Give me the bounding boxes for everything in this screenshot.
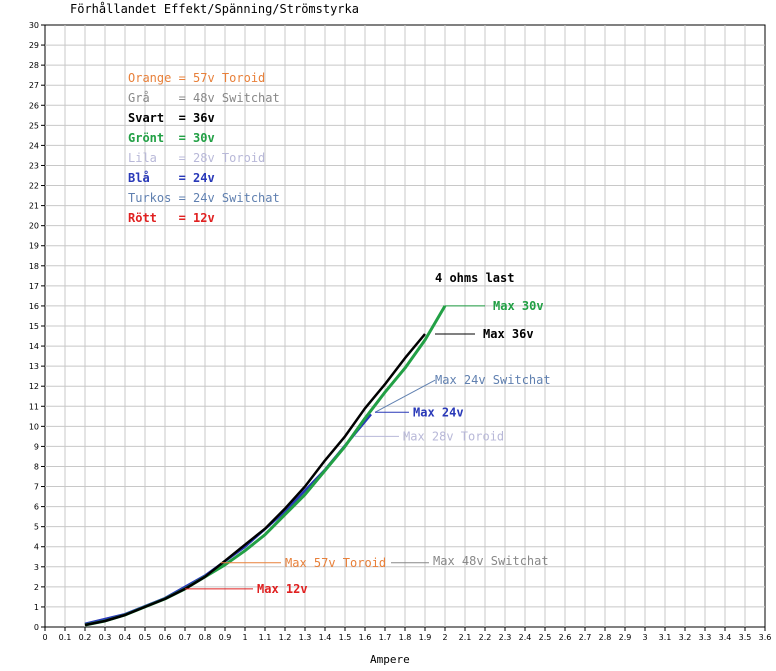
x-tick-label: 3.1 (659, 633, 672, 642)
y-tick-label: 20 (29, 222, 39, 231)
legend-entry: Grönt = 30v (128, 131, 215, 145)
x-tick-label: 2.8 (599, 633, 612, 642)
x-tick-label: 1.9 (419, 633, 432, 642)
y-tick-label: 16 (29, 302, 39, 311)
y-tick-label: 25 (29, 121, 39, 130)
x-tick-label: 3 (642, 633, 647, 642)
x-tick-label: 0.9 (219, 633, 232, 642)
y-tick-label: 0 (34, 623, 39, 632)
y-tick-label: 10 (29, 422, 39, 431)
y-tick-label: 5 (34, 523, 39, 532)
x-tick-label: 3.5 (739, 633, 752, 642)
legend-entry: Lila = 28v Toroid (128, 151, 265, 165)
x-tick-label: 2.5 (539, 633, 552, 642)
x-tick-label: 0.7 (179, 633, 192, 642)
annotation-label: Max 28v Toroid (403, 429, 504, 443)
x-tick-label: 1.7 (379, 633, 392, 642)
y-tick-label: 30 (29, 21, 39, 30)
y-tick-label: 2 (34, 583, 39, 592)
x-tick-label: 3.2 (679, 633, 692, 642)
x-tick-label: 3.3 (699, 633, 712, 642)
y-tick-label: 4 (34, 543, 39, 552)
x-tick-label: 2.7 (579, 633, 592, 642)
x-tick-label: 1.1 (259, 633, 272, 642)
y-tick-label: 8 (34, 462, 39, 471)
y-tick-label: 9 (34, 442, 39, 451)
x-tick-label: 0 (42, 633, 47, 642)
x-tick-label: 1.4 (319, 633, 332, 642)
x-tick-label: 0.6 (159, 633, 172, 642)
y-tick-label: 13 (29, 362, 39, 371)
x-tick-label: 1.8 (399, 633, 412, 642)
y-tick-label: 15 (29, 322, 39, 331)
y-tick-label: 18 (29, 262, 39, 271)
annotation-label: Max 24v (413, 405, 464, 419)
y-tick-label: 17 (29, 282, 39, 291)
annotation-label: Max 48v Switchat (433, 554, 549, 568)
x-tick-label: 2.1 (459, 633, 472, 642)
y-tick-label: 3 (34, 563, 39, 572)
y-tick-label: 26 (29, 101, 39, 110)
x-tick-label: 0.5 (139, 633, 152, 642)
x-tick-label: 2 (442, 633, 447, 642)
legend-entry: Orange = 57v Toroid (128, 71, 265, 85)
legend-entry: Turkos = 24v Switchat (128, 191, 280, 205)
y-tick-label: 23 (29, 161, 39, 170)
y-tick-label: 7 (34, 483, 39, 492)
annotation-label: 4 ohms last (435, 271, 514, 285)
legend-entry: Grå = 48v Switchat (128, 91, 280, 105)
x-tick-label: 2.9 (619, 633, 632, 642)
y-tick-label: 28 (29, 61, 39, 70)
x-tick-label: 3.6 (759, 633, 772, 642)
y-tick-label: 21 (29, 202, 39, 211)
y-tick-label: 12 (29, 382, 39, 391)
x-tick-label: 1 (242, 633, 247, 642)
y-tick-label: 22 (29, 182, 39, 191)
annotation-label: Max 30v (493, 299, 544, 313)
legend-entry: Blå = 24v (128, 171, 215, 185)
x-axis-label: Ampere (370, 653, 410, 666)
x-tick-label: 0.3 (99, 633, 112, 642)
chart-title: Förhållandet Effekt/Spänning/Strömstyrka (70, 2, 359, 16)
x-tick-label: 2.6 (559, 633, 572, 642)
annotation-label: Max 24v Switchat (435, 373, 551, 387)
annotation-label: Max 36v (483, 327, 534, 341)
y-tick-label: 11 (29, 402, 39, 411)
x-tick-label: 1.3 (299, 633, 312, 642)
x-tick-label: 1.6 (359, 633, 372, 642)
y-tick-label: 27 (29, 81, 39, 90)
x-tick-label: 0.1 (59, 633, 72, 642)
y-tick-label: 29 (29, 41, 39, 50)
y-tick-label: 19 (29, 242, 39, 251)
x-tick-label: 0.8 (199, 633, 212, 642)
annotation-label: Max 12v (257, 582, 308, 596)
x-tick-label: 0.4 (119, 633, 132, 642)
x-tick-label: 2.4 (519, 633, 532, 642)
x-tick-label: 1.5 (339, 633, 352, 642)
y-tick-label: 24 (29, 141, 39, 150)
series-line (84, 333, 426, 627)
legend-entry: Rött = 12v (128, 211, 215, 225)
y-tick-label: 1 (34, 603, 39, 612)
y-tick-label: 6 (34, 503, 39, 512)
x-tick-label: 2.2 (479, 633, 492, 642)
y-tick-label: 14 (29, 342, 39, 351)
x-tick-label: 0.2 (79, 633, 92, 642)
x-tick-label: 1.2 (279, 633, 292, 642)
x-tick-label: 3.4 (719, 633, 732, 642)
legend-entry: Svart = 36v (128, 111, 215, 125)
annotation-label: Max 57v Toroid (285, 556, 386, 570)
x-tick-label: 2.3 (499, 633, 512, 642)
annotation-leader (374, 379, 436, 413)
